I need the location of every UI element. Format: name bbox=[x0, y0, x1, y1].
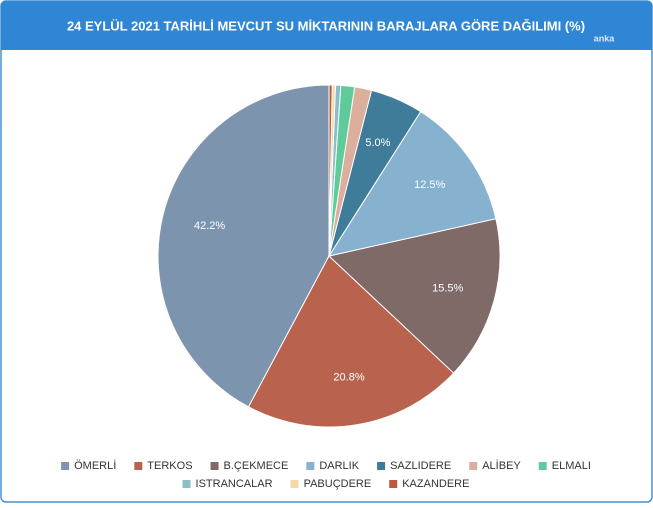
legend-label: ÖMERLİ bbox=[74, 459, 116, 472]
pie-slice bbox=[247, 255, 455, 428]
legend-label: TERKOS bbox=[147, 460, 192, 472]
legend-item: PABUÇDERE bbox=[290, 478, 372, 490]
pie-slice bbox=[327, 110, 497, 257]
legend-item: SAZLIDERE bbox=[377, 460, 451, 472]
legend-label: ISTRANCALAR bbox=[196, 478, 273, 490]
pie-slice bbox=[328, 84, 333, 257]
legend-swatch bbox=[538, 462, 547, 470]
legend-label: ALİBEY bbox=[482, 459, 521, 472]
legend-swatch bbox=[134, 462, 143, 470]
legend-item: ÖMERLİ bbox=[61, 459, 116, 472]
data-label: 15.5% bbox=[432, 282, 463, 294]
legend-item: TERKOS bbox=[134, 460, 193, 472]
legend-item: B.ÇEKMECE bbox=[210, 460, 289, 472]
legend-item: ALİBEY bbox=[469, 459, 521, 472]
legend-item: ISTRANCALAR bbox=[182, 478, 273, 490]
legend-label: PABUÇDERE bbox=[304, 478, 372, 490]
data-label: 42.2% bbox=[194, 220, 225, 232]
data-label: 5.0% bbox=[365, 137, 390, 149]
legend-swatch bbox=[469, 462, 478, 470]
legend-swatch bbox=[210, 462, 219, 470]
pie-slice bbox=[157, 84, 330, 408]
legend-swatch bbox=[306, 462, 315, 470]
data-label: 12.5% bbox=[414, 179, 445, 191]
legend-label: SAZLIDERE bbox=[390, 460, 451, 472]
legend-label: ELMALI bbox=[552, 460, 591, 472]
legend-swatch bbox=[377, 462, 386, 470]
legend-swatch bbox=[61, 462, 70, 470]
legend-swatch bbox=[290, 480, 299, 488]
legend-item: KAZANDERE bbox=[389, 478, 469, 490]
legend-item: DARLIK bbox=[306, 460, 360, 472]
legend-swatch bbox=[389, 480, 398, 488]
chart-title: 24 EYLÜL 2021 TARİHLİ MEVCUT SU MİKTARIN… bbox=[67, 18, 585, 33]
header-bar bbox=[1, 1, 652, 50]
legend-label: KAZANDERE bbox=[402, 478, 469, 490]
pie-slice bbox=[327, 218, 501, 374]
watermark: anka bbox=[594, 33, 616, 43]
legend-swatch bbox=[182, 480, 191, 488]
data-label: 20.8% bbox=[333, 371, 364, 383]
legend-label: B.ÇEKMECE bbox=[224, 460, 289, 472]
legend-label: DARLIK bbox=[319, 460, 359, 472]
legend-item: ELMALI bbox=[538, 460, 591, 472]
